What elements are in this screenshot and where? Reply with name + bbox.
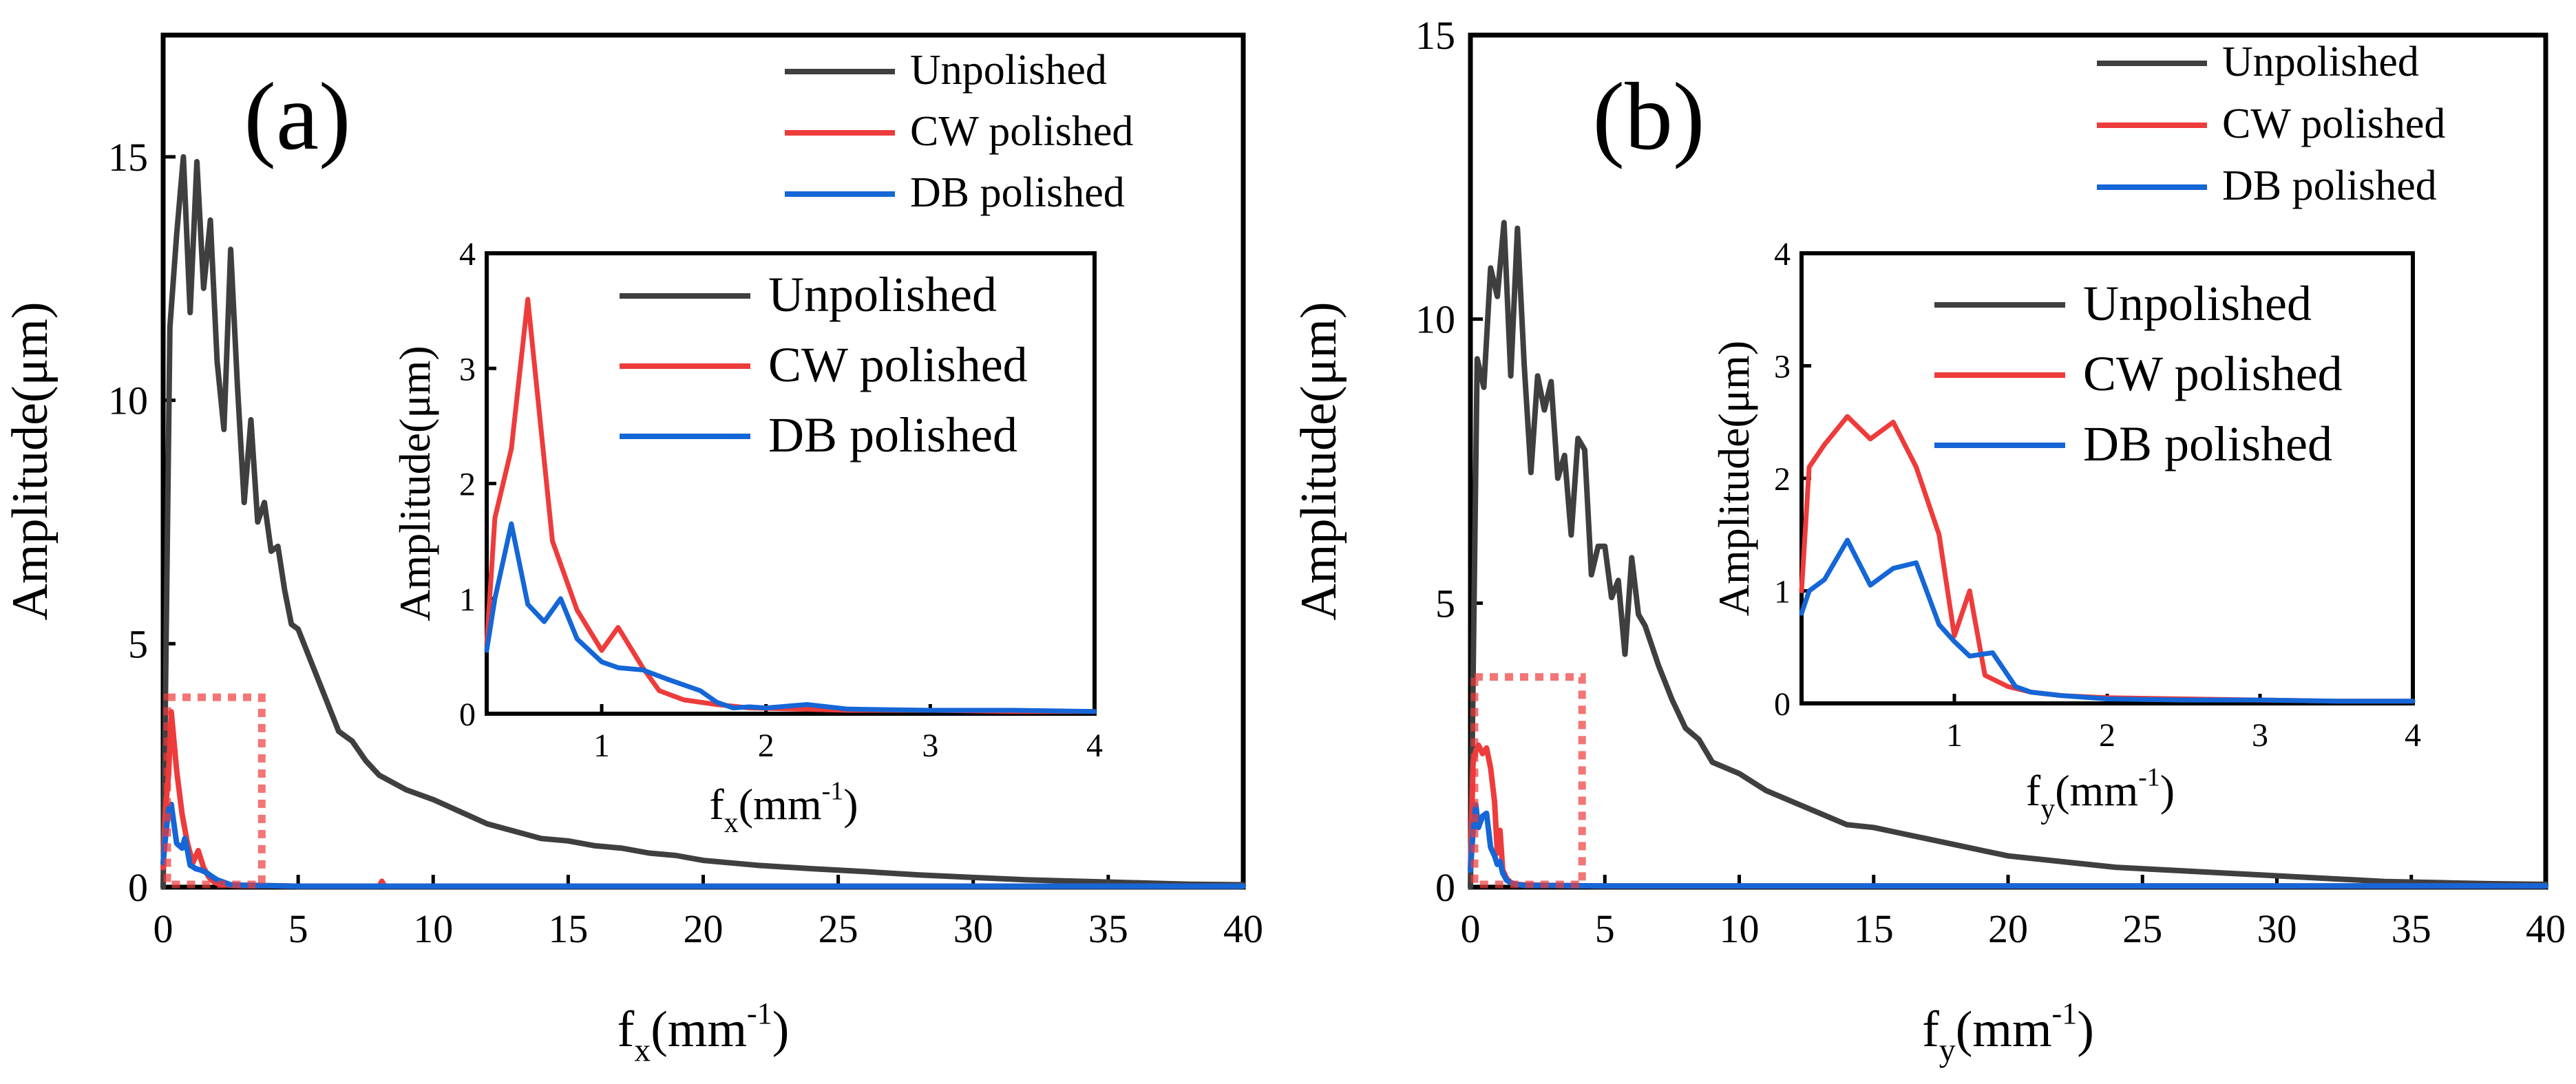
zoom-region-box — [163, 693, 266, 889]
y-tick-label: 10 — [1415, 297, 1455, 342]
series-line-unpolished — [160, 153, 1246, 890]
inset-legend-label: CW polished — [2083, 346, 2343, 401]
inset-y-axis-label: Amplitude(μm) — [1709, 341, 1758, 616]
y-axis-label: Amplitude(μm) — [2, 301, 59, 620]
inset-chart: 1 2 3 4 0 1 2 3 4 fy(mm-1) Amplitude(μm) Unpolished… — [1709, 236, 2421, 825]
inset-x-tick-label: 2 — [758, 727, 774, 764]
inset-legend-label: DB polished — [768, 407, 1017, 463]
legend-label: Unpolished — [2222, 39, 2419, 85]
inset-legend-label: Unpolished — [2083, 276, 2312, 331]
inset-y-tick-label: 2 — [459, 467, 476, 503]
y-axis-label: Amplitude(μm) — [1291, 301, 1347, 620]
inset-x-tick-label: 2 — [2099, 717, 2115, 754]
inset-series-line-db — [484, 521, 1097, 714]
legend: Unpolished CW polished DB polished — [2097, 39, 2445, 209]
x-axis-label: fy(mm-1) — [1922, 997, 2094, 1069]
x-tick-label: 5 — [1595, 906, 1615, 951]
inset-y-tick-label: 1 — [459, 582, 476, 618]
x-tick-label: 35 — [2392, 906, 2431, 951]
chart-panel-b: 0 5 10 15 20 25 30 35 40051015fy(mm-1)Amplitude(… — [1291, 13, 2566, 1069]
inset-y-tick-label: 1 — [1774, 574, 1791, 610]
x-axis-label: fx(mm-1) — [617, 997, 790, 1069]
panel-label: (a) — [244, 63, 350, 170]
inset-x-tick-label: 1 — [593, 727, 610, 764]
x-tick-label: 25 — [2122, 906, 2162, 951]
panel-label: (b) — [1592, 63, 1704, 170]
inset-x-axis-label: fx(mm-1) — [709, 777, 858, 839]
inset-y-tick-label: 3 — [1774, 349, 1791, 385]
inset-x-tick-label: 3 — [2252, 717, 2268, 754]
inset-x-tick-label: 1 — [1946, 717, 1963, 754]
legend-label: CW polished — [910, 108, 1133, 155]
inset-series-line-db — [1799, 538, 2416, 704]
zoom-region-box — [1470, 673, 1586, 889]
chart-panel-a: 0 5 10 15 20 25 30 35 40051015fx(mm-1)Amplitude(… — [2, 32, 1263, 1069]
series-line-unpolished — [1468, 220, 2548, 890]
legend-label: DB polished — [2222, 162, 2437, 209]
x-tick-label: 30 — [2257, 906, 2297, 951]
inset-x-tick-label: 4 — [1086, 727, 1103, 764]
series-line-db — [1468, 802, 2548, 889]
inset-x-tick-label: 3 — [922, 727, 938, 764]
y-tick-label: 0 — [1435, 865, 1455, 910]
legend-label: Unpolished — [910, 47, 1107, 94]
x-tick-label: 15 — [1854, 906, 1894, 951]
x-tick-label: 25 — [819, 906, 858, 951]
x-tick-label: 5 — [288, 906, 308, 951]
inset-frame — [485, 251, 1097, 716]
y-tick-label: 0 — [128, 865, 148, 910]
x-tick-label: 0 — [1461, 906, 1481, 951]
inset-y-tick-label: 4 — [1774, 236, 1791, 273]
x-tick-label: 0 — [154, 906, 173, 951]
legend-label: CW polished — [2222, 100, 2445, 147]
legend-label: DB polished — [910, 169, 1125, 216]
inset-legend-label: CW polished — [768, 337, 1028, 392]
inset-frame — [1799, 251, 2415, 705]
inset-y-tick-label: 4 — [459, 236, 476, 273]
inset-legend-label: Unpolished — [768, 267, 997, 322]
inset-y-tick-label: 0 — [1774, 686, 1791, 723]
series-line-db — [160, 801, 1246, 889]
x-tick-label: 40 — [1223, 906, 1263, 951]
x-tick-label: 20 — [1988, 906, 2028, 951]
inset-x-axis-label: fy(mm-1) — [2026, 763, 2175, 825]
y-tick-label: 10 — [108, 379, 148, 423]
x-tick-label: 15 — [548, 906, 588, 951]
inset-legend: Unpolished CW polished DB polished — [620, 267, 1028, 463]
inset-y-axis-label: Amplitude(μm) — [390, 346, 439, 621]
y-tick-label: 15 — [108, 135, 148, 180]
inset-y-tick-label: 0 — [459, 697, 476, 733]
y-tick-label: 5 — [1435, 581, 1455, 626]
y-tick-label: 15 — [1415, 13, 1455, 58]
inset-legend-label: DB polished — [2083, 416, 2332, 471]
x-tick-label: 40 — [2526, 906, 2566, 951]
x-tick-label: 35 — [1088, 906, 1128, 951]
inset-x-tick-label: 4 — [2405, 717, 2421, 754]
legend: Unpolished CW polished DB polished — [785, 47, 1133, 216]
inset-y-tick-label: 3 — [459, 351, 476, 387]
x-tick-label: 10 — [1720, 906, 1760, 951]
inset-y-tick-label: 2 — [1774, 461, 1791, 498]
x-tick-label: 20 — [684, 906, 724, 951]
y-tick-label: 5 — [128, 621, 148, 666]
inset-legend: Unpolished CW polished DB polished — [1934, 276, 2343, 471]
series-line-cw — [1468, 742, 2548, 889]
x-tick-label: 10 — [413, 906, 453, 951]
x-tick-label: 30 — [953, 906, 993, 951]
inset-chart: 1 2 3 4 0 1 2 3 4 fx(mm-1) Amplitude(μm) Unpolished… — [390, 236, 1103, 839]
